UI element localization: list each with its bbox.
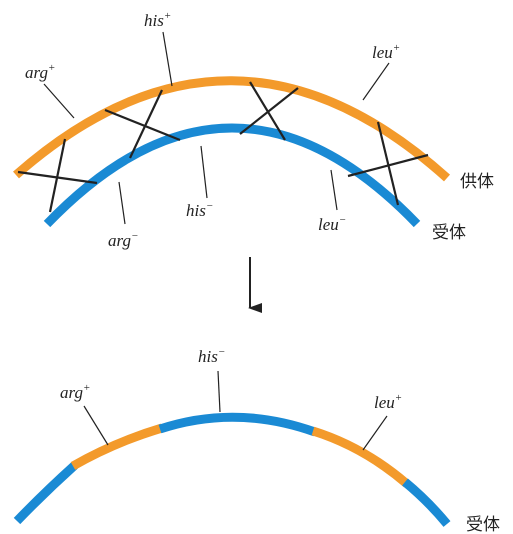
crossover-lines — [17, 81, 429, 213]
leader-lines — [43, 31, 390, 225]
label-arg-plus: arg+ — [25, 62, 55, 82]
recipient-caption-bottom: 受体 — [466, 515, 500, 534]
label-arg-minus: arg− — [108, 230, 138, 250]
recombinant-segment-arg-donor — [70, 423, 164, 470]
label-his-plus: his+ — [144, 10, 171, 30]
label-bottom-arg-plus: arg+ — [60, 382, 90, 402]
recipient-strand — [43, 123, 421, 228]
label-his-minus: his− — [186, 200, 213, 220]
bottom-panel: his− arg+ leu+ 受体 — [13, 346, 500, 534]
label-bottom-his-minus: his− — [198, 346, 225, 366]
recombinant-segment-right-recipient — [402, 478, 451, 527]
recipient-caption-top: 受体 — [432, 223, 466, 243]
label-bottom-leu-plus: leu+ — [374, 392, 402, 412]
donor-caption: 供体 — [460, 172, 494, 192]
bottom-leader-lines — [83, 370, 388, 451]
recombinant-segment-his-recipient — [158, 412, 317, 437]
donor-strand — [13, 76, 451, 182]
recombinant-segment-leu-donor — [311, 426, 410, 488]
label-leu-plus: leu+ — [372, 42, 400, 62]
label-leu-minus: leu− — [318, 214, 346, 234]
recombinant-segment-left-recipient — [13, 461, 79, 525]
top-panel: his+ arg+ leu+ his− arg− leu− 供体 受体 — [13, 10, 494, 250]
